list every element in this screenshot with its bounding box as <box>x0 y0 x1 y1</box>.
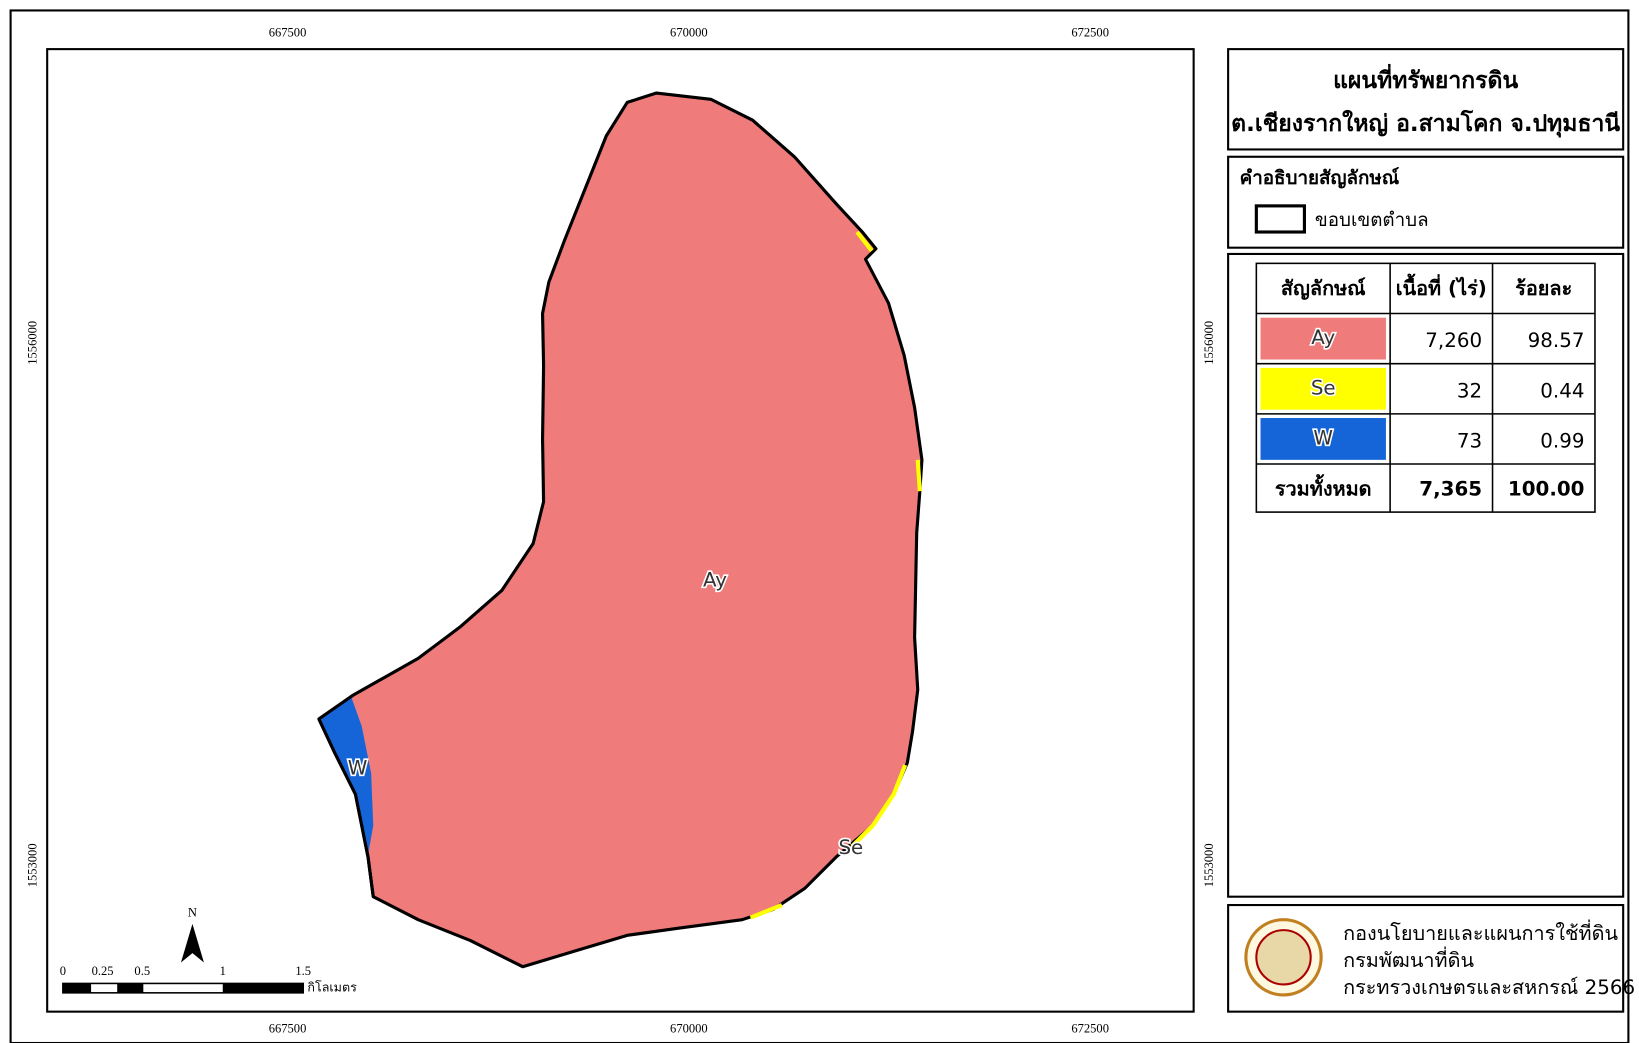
scale-tick-label: 1.5 <box>295 964 311 978</box>
credit-line: กระทรวงเกษตรและสหกรณ์ 2566 <box>1343 976 1635 999</box>
map-label: Ay <box>703 569 727 592</box>
table-header: เนื้อที่ (ไร่) <box>1396 273 1487 300</box>
title-box <box>1227 48 1625 151</box>
logo-inner <box>1255 929 1312 986</box>
y-coord-label: 1556000 <box>1202 321 1216 365</box>
table-area: 73 <box>1457 430 1482 453</box>
legend-heading: คำอธิบายสัญลักษณ์ <box>1240 167 1400 189</box>
x-coord-label: 667500 <box>269 25 307 39</box>
scale-tick-label: 1 <box>220 964 226 978</box>
table-swatch <box>1260 418 1386 460</box>
north-arrow <box>180 923 204 963</box>
boundary-edge <box>317 693 375 897</box>
legend-label: ขอบเขตตำบล <box>1315 210 1429 231</box>
table-total-percent: 100.00 <box>1508 478 1585 501</box>
table-total-label: รวมทั้งหมด <box>1275 474 1372 501</box>
table-percent: 0.44 <box>1540 379 1584 402</box>
north-label: N <box>188 905 197 919</box>
legend-box <box>1227 155 1625 249</box>
soil-se <box>749 230 922 920</box>
soil-ay <box>317 91 924 969</box>
map-label: Se <box>838 836 863 859</box>
scale-tick-label: 0.5 <box>134 964 150 978</box>
y-coord-label: 1556000 <box>25 321 39 365</box>
x-coord-label: 672500 <box>1071 25 1109 39</box>
table-percent: 0.99 <box>1540 430 1584 453</box>
map-label: W <box>348 757 368 780</box>
scale-segment <box>222 983 304 993</box>
outer-frame <box>9 9 1630 1043</box>
y-coord-label: 1553000 <box>25 843 39 887</box>
scale-segment <box>117 983 144 993</box>
table-header: ร้อยละ <box>1515 277 1572 300</box>
table-swatch <box>1260 367 1386 410</box>
table-swatch <box>1260 317 1386 360</box>
table-area: 7,260 <box>1425 329 1482 352</box>
table-percent: 98.57 <box>1528 329 1585 352</box>
table-code: Ay <box>1311 326 1335 349</box>
area-table: สัญลักษณ์ เนื้อที่ (ไร่) ร้อยละ Ay 7,260 98.5… <box>1255 262 1596 513</box>
table-code: Se <box>1311 376 1336 399</box>
credit-box <box>1227 904 1625 1013</box>
table-code: W <box>1313 426 1333 449</box>
table-box <box>1227 252 1625 898</box>
scale-bar <box>62 982 305 994</box>
scale-segment <box>62 983 92 993</box>
legend-swatch <box>1254 204 1306 234</box>
table-area: 32 <box>1457 379 1482 402</box>
scale-unit: กิโลเมตร <box>307 980 357 995</box>
table-header: สัญลักษณ์ <box>1281 277 1366 300</box>
x-coord-label: 672500 <box>1071 1021 1109 1035</box>
credit-line: กรมพัฒนาที่ดิน <box>1343 946 1474 972</box>
scale-tick-label: 0.25 <box>92 964 114 978</box>
y-coord-label: 1553000 <box>1202 843 1216 887</box>
scale-tick-label: 0 <box>60 964 66 978</box>
table-frame <box>1255 262 1596 513</box>
table-total-area: 7,365 <box>1419 478 1482 501</box>
subtitle: ต.เชียงรากใหญ่ อ.สามโคก จ.ปทุมธานี <box>1231 109 1620 138</box>
title: แผนที่ทรัพยากรดิน <box>1333 63 1518 94</box>
credit-line: กองนโยบายและแผนการใช้ที่ดิน <box>1343 919 1618 945</box>
x-coord-label: 670000 <box>670 25 708 39</box>
x-coord-label: 670000 <box>670 1021 708 1035</box>
x-coord-label: 667500 <box>269 1021 307 1035</box>
